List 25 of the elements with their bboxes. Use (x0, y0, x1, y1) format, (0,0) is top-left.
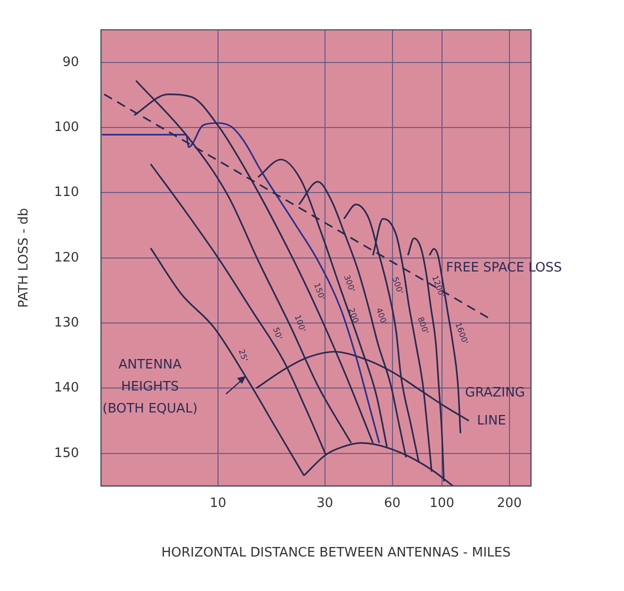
text: 150' (312, 282, 327, 302)
text: 25' (236, 348, 250, 363)
text: 200 (346, 306, 360, 324)
text: 1200' (430, 274, 446, 299)
y-tick-label: 110 (54, 185, 79, 200)
x-axis-title: HORIZONTAL DISTANCE BETWEEN ANTENNAS - MILES (161, 545, 511, 560)
y-tick-label: 90 (62, 54, 79, 70)
text: 100' (292, 314, 308, 334)
x-tick-label: 30 (316, 496, 334, 512)
text: 300' (342, 274, 357, 294)
y-tick-label: 130 (54, 315, 79, 330)
text: 500' (390, 276, 405, 296)
text: 1600' (454, 321, 470, 346)
text: 50' (271, 326, 284, 341)
y-axis-title: PATH LOSS - db (16, 208, 32, 308)
x-tick-label: 200 (496, 496, 522, 512)
x-tick-label: 100 (430, 496, 454, 512)
y-tick-label: 150 (54, 446, 79, 461)
x-tick-label: 60 (384, 496, 401, 512)
y-tick-label: 100 (54, 120, 79, 135)
x-tick-label: 10 (210, 496, 226, 512)
text: 400' (374, 306, 389, 326)
y-tick-label: 120 (54, 250, 79, 266)
text: 800' (416, 316, 430, 336)
y-tick-label: 140 (54, 380, 79, 396)
